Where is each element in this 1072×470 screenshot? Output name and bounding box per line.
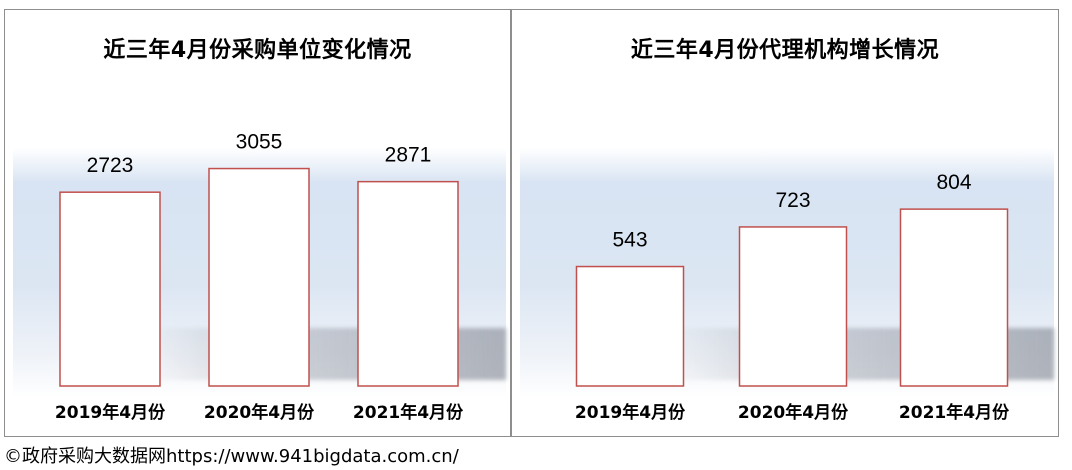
chart-title: 近三年4月份代理机构增长情况	[630, 38, 940, 63]
bar-2021年4月份	[357, 180, 459, 387]
bar-chart: 2723 2019年4月份 3055 2020年4月份 2871 2021年4月份	[55, 131, 464, 423]
data-label: 543	[612, 229, 647, 252]
bar-chart: 543 2019年4月份 723 2020年4月份 804 2021年4月份	[575, 171, 1010, 423]
x-tick-label: 2019年4月份	[575, 402, 686, 423]
data-label: 804	[936, 171, 971, 194]
x-tick-label: 2020年4月份	[204, 402, 315, 423]
chart-panel-agencies: 近三年4月份代理机构增长情况 543 2019年4月份 723 2020年4月份 804…	[512, 10, 1058, 436]
data-label: 2723	[87, 154, 134, 177]
chart-title: 近三年4月份采购单位变化情况	[103, 38, 412, 63]
bar-2021年4月份	[899, 208, 1009, 387]
x-tick-label: 2019年4月份	[55, 402, 166, 423]
chart-panel-purchasing-units: 近三年4月份采购单位变化情况 2723 2019年4月份 3055 2020年4月份 2…	[5, 10, 510, 436]
data-label: 2871	[385, 144, 432, 167]
bar-2020年4月份	[208, 167, 310, 387]
x-tick-label: 2021年4月份	[899, 402, 1010, 423]
source-footer: ©政府采购大数据网https://www.941bigdata.com.cn/	[4, 446, 459, 467]
bar-2020年4月份	[738, 226, 848, 387]
data-label: 3055	[236, 131, 283, 154]
x-tick-label: 2020年4月份	[738, 402, 849, 423]
data-label: 723	[775, 189, 810, 212]
x-tick-label: 2021年4月份	[353, 402, 464, 423]
bar-2019年4月份	[575, 265, 685, 387]
panel-divider	[510, 9, 512, 437]
bar-2019年4月份	[59, 191, 161, 387]
chart-frame	[4, 9, 1059, 437]
